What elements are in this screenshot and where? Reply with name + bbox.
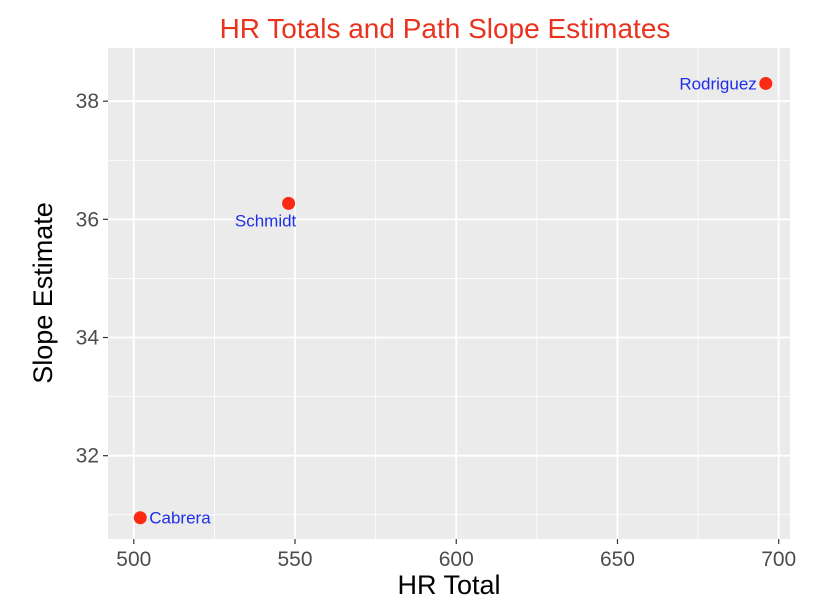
point-labels: Rodriguez Schmidt Cabrera — [149, 74, 757, 527]
data-point-label: Schmidt — [235, 211, 297, 230]
plot-panel — [108, 48, 790, 539]
data-point-label: Cabrera — [149, 509, 211, 528]
data-point — [282, 196, 296, 210]
y-tick-label: 34 — [76, 327, 100, 350]
y-axis-title: Slope Estimate — [28, 202, 58, 384]
data-points — [133, 76, 773, 525]
y-tick-label: 38 — [76, 90, 99, 113]
x-tick-label: 600 — [439, 548, 474, 571]
x-tick-label: 500 — [116, 548, 151, 571]
y-tick-label: 32 — [76, 445, 99, 468]
x-tick-label: 650 — [600, 548, 635, 571]
data-point — [133, 511, 147, 525]
x-tick-label: 550 — [278, 548, 313, 571]
axis-ticks: 500 550 600 650 700 32 34 36 38 — [76, 90, 797, 571]
major-gridlines — [108, 48, 790, 539]
chart-title: HR Totals and Path Slope Estimates — [220, 13, 671, 44]
minor-gridlines — [108, 48, 790, 539]
x-tick-label: 700 — [761, 548, 796, 571]
data-point-label: Rodriguez — [679, 74, 757, 93]
y-tick-label: 36 — [76, 208, 99, 231]
data-point — [759, 76, 773, 90]
x-axis-title: HR Total — [397, 570, 500, 600]
